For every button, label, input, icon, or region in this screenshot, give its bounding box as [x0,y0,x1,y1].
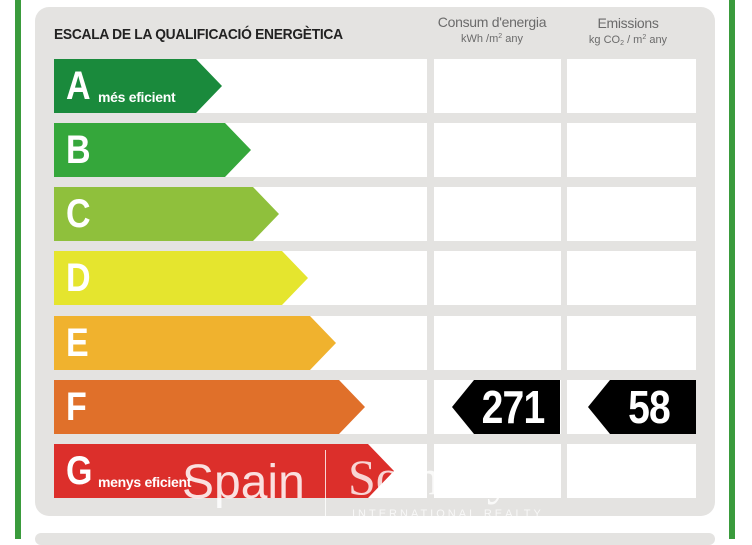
emissions-cell [567,444,696,498]
rating-arrow-f [54,380,365,434]
agency-watermark-right: Sotheby's [348,449,541,505]
frame-border-left [15,0,21,539]
portal-watermark: habitaclia [312,252,417,282]
next-panel-edge [35,533,715,545]
rating-letter: G [66,449,93,493]
emissions-rating-badge-value: 58 [628,381,671,433]
consumption-cell [434,59,561,113]
consumption-cell [434,187,561,241]
emissions-cell [567,251,696,305]
consumption-cell [434,316,561,370]
rating-letter: F [66,385,87,429]
rating-letter: C [66,192,91,236]
rating-arrow-b [54,123,251,177]
emissions-cell [567,59,696,113]
rating-letter: A [66,64,91,108]
rating-letter: B [66,128,91,172]
consumption-rating-badge-value: 271 [481,381,546,433]
emissions-cell [567,123,696,177]
rating-row-f: F 271 58 [0,380,752,434]
emissions-rating-badge: 58 [588,380,696,434]
consumption-column-header: Consum d'energia kWh /m2 any [430,14,554,45]
rating-sublabel: menys eficient [98,474,192,490]
consumption-cell [434,123,561,177]
agency-watermark-left: Spain [182,456,305,509]
agency-watermark-subtitle: INTERNATIONAL REALTY [352,508,544,520]
emissions-cell [567,187,696,241]
rating-arrow-d [54,251,308,305]
consumption-rating-badge: 271 [452,380,560,434]
rating-row-c: C [0,187,752,241]
rating-letter: D [66,256,91,300]
rating-row-d: D [0,251,752,305]
consumption-cell [434,444,561,498]
consumption-unit: kWh /m2 any [461,33,523,45]
emissions-cell [567,316,696,370]
consumption-cell [434,251,561,305]
emissions-label: Emissions [597,15,659,31]
emissions-column-header: Emissions kg CO2 / m2 any [566,15,690,47]
rating-arrow-a [54,59,222,113]
agency-watermark-separator [325,450,326,516]
rating-letter: E [66,321,89,365]
rating-arrow-g [54,444,394,498]
consumption-label: Consum d'energia [437,14,547,30]
rating-sublabel: més eficient [98,89,176,105]
rating-arrow-e [54,316,336,370]
rating-arrow-c [54,187,279,241]
rating-row-e: E [0,316,752,370]
rating-row-b: B [0,123,752,177]
scale-title: ESCALA DE LA QUALIFICACIÓ ENERGÈTICA [54,26,343,43]
emissions-unit: kg CO2 / m2 any [588,34,668,47]
frame-border-right [729,0,735,539]
